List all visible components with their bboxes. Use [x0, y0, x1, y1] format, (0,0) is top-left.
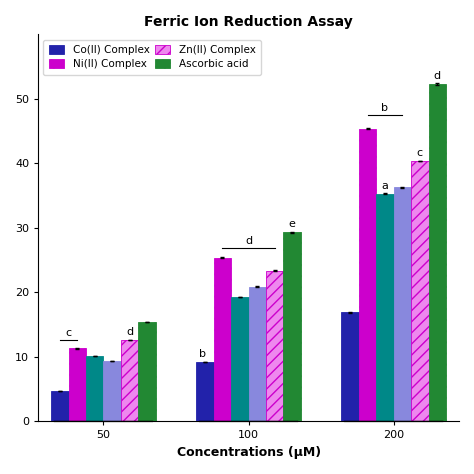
Legend: Co(II) Complex, Ni(II) Complex, Zn(II) Complex, Ascorbic acid: Co(II) Complex, Ni(II) Complex, Zn(II) C…	[43, 39, 261, 74]
Text: d: d	[434, 71, 441, 81]
Text: b: b	[199, 349, 206, 359]
Text: c: c	[65, 328, 72, 338]
Bar	[341, 312, 359, 421]
Text: c: c	[417, 148, 423, 158]
Bar	[376, 194, 394, 421]
Bar	[266, 271, 283, 421]
Bar	[231, 297, 248, 421]
Bar	[394, 187, 411, 421]
Bar	[214, 258, 231, 421]
Bar	[121, 339, 138, 421]
Text: d: d	[126, 327, 133, 337]
Bar	[359, 129, 376, 421]
Text: b: b	[382, 103, 389, 113]
Bar	[86, 356, 103, 421]
Bar	[428, 84, 446, 421]
Bar	[411, 161, 428, 421]
Bar	[283, 232, 301, 421]
Bar	[248, 287, 266, 421]
Bar	[103, 361, 121, 421]
Text: a: a	[382, 181, 388, 191]
Text: e: e	[289, 219, 296, 229]
X-axis label: Concentrations (μM): Concentrations (μM)	[176, 446, 320, 459]
Bar	[51, 392, 69, 421]
Bar	[196, 362, 214, 421]
Title: Ferric Ion Reduction Assay: Ferric Ion Reduction Assay	[144, 15, 353, 29]
Bar	[138, 322, 155, 421]
Bar	[69, 348, 86, 421]
Text: d: d	[245, 236, 252, 246]
